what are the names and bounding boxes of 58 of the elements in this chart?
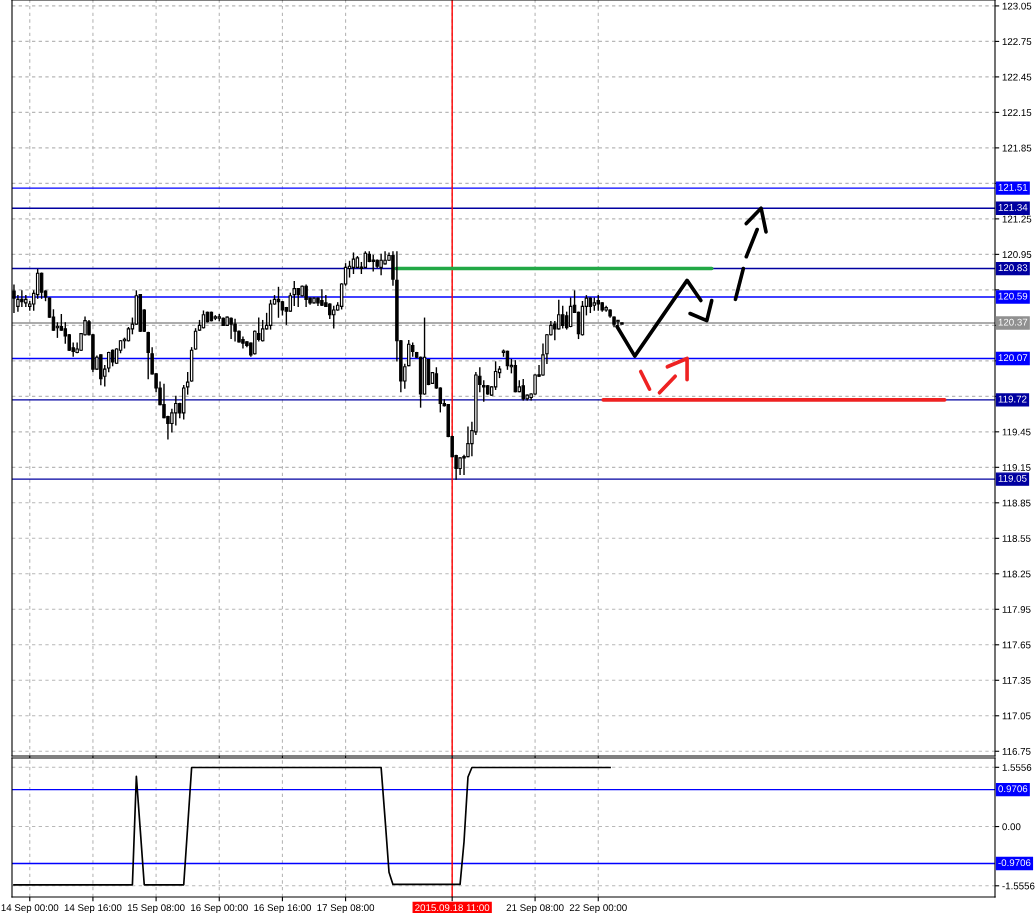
y-tick-label: 118.25: [1002, 570, 1031, 578]
candlestick: [304, 284, 308, 308]
y-tick-label: 120.95: [1002, 251, 1032, 258]
y-tick-label: 119.15: [1002, 464, 1031, 471]
candlestick: [351, 252, 356, 274]
ref-line-label: 120.59: [998, 292, 1028, 300]
y-tick-label: 117.05: [1002, 712, 1031, 720]
y-tick-label: 117.65: [1002, 641, 1031, 649]
y-tick-label: 0.00: [1002, 823, 1021, 831]
x-tick-label: 14 Sep 16:00: [64, 904, 122, 913]
candlestick: [229, 317, 233, 340]
y-tick-label: 118.55: [1002, 535, 1031, 542]
candlestick: [260, 319, 265, 342]
y-tick-label: 123.05: [1002, 2, 1032, 10]
x-tick-label: 2015.09.18 11:00: [415, 904, 490, 912]
candlestick: [332, 305, 336, 329]
candlestick: [620, 322, 624, 325]
candlestick: [106, 351, 111, 373]
y-tick-label: 117.95: [1002, 606, 1031, 613]
candlestick: [146, 331, 150, 380]
y-tick-label: -1.5556: [1002, 882, 1035, 890]
x-tick-label: 21 Sep 08:00: [506, 904, 564, 913]
x-tick-label: 16 Sep 00:00: [191, 904, 248, 913]
ref-line-label: 119.05: [998, 474, 1027, 482]
candlestick: [379, 253, 383, 276]
ref-line-label: 120.37: [998, 318, 1028, 326]
y-tick-label: 116.75: [1002, 748, 1031, 755]
candlestick: [233, 318, 237, 342]
candlestick: [533, 374, 537, 395]
candlestick: [560, 305, 565, 329]
ref-line-label: -0.9706: [998, 859, 1031, 867]
y-tick-label: 119.45: [1002, 428, 1031, 436]
x-tick-label: 22 Sep 00:00: [569, 904, 627, 913]
y-tick-label: 121.25: [1002, 215, 1032, 223]
ref-line-label: 0.9706: [998, 785, 1028, 793]
x-tick-label: 16 Sep 16:00: [254, 904, 311, 913]
candlestick: [407, 340, 411, 367]
candlestick: [320, 289, 324, 306]
y-tick-label: 122.45: [1002, 73, 1032, 81]
candlestick: [20, 290, 24, 308]
ref-line-label: 121.34: [998, 203, 1028, 211]
x-tick-label: 17 Sep 08:00: [317, 904, 375, 913]
y-tick-label: 122.15: [1002, 109, 1032, 117]
y-tick-label: 1.5556: [1002, 764, 1032, 771]
y-tick-label: 118.85: [1002, 499, 1031, 507]
y-tick-label: 117.35: [1002, 677, 1031, 684]
ref-line-label: 119.72: [998, 395, 1027, 403]
candlestick: [99, 354, 103, 386]
candlestick: [268, 299, 273, 330]
x-tick-label: 15 Sep 08:00: [127, 904, 185, 913]
x-tick-label: 14 Sep 00:00: [1, 904, 59, 913]
candlestick: [521, 379, 525, 401]
ref-line-label: 121.51: [998, 183, 1028, 191]
y-tick-label: 121.85: [1002, 144, 1032, 152]
y-tick-label: 122.75: [1002, 38, 1032, 46]
ref-line-label: 120.07: [998, 354, 1028, 362]
ref-line-label: 120.83: [998, 264, 1028, 272]
candlestick: [383, 251, 387, 265]
